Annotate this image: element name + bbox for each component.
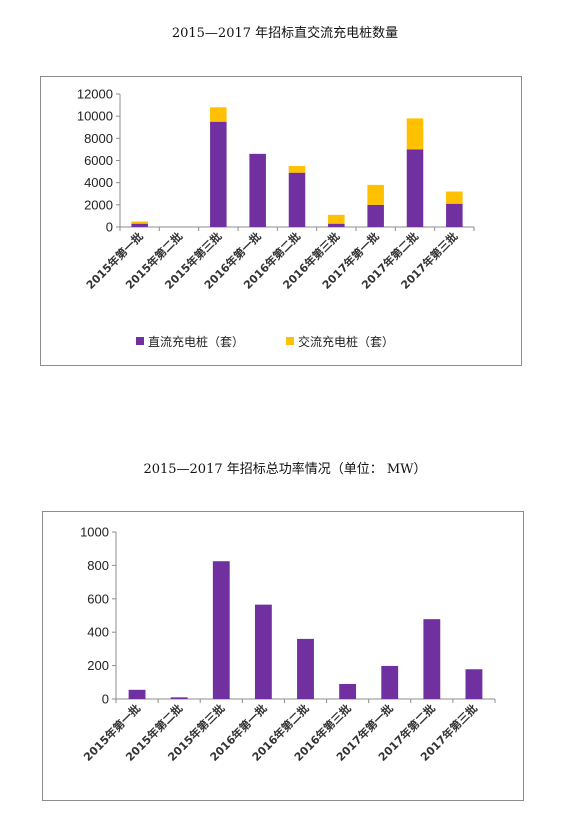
- y-tick-label: 6000: [84, 153, 113, 168]
- bar-primary: [465, 669, 483, 699]
- chart2-svg: 020040060080010002015年第一批2015年第二批2015年第三…: [80, 525, 496, 764]
- chart2-frame: 0 200 400 600 800 1000 2015年第一批 2015年第二批 2015年第三…: [42, 511, 524, 801]
- bar-primary: [423, 619, 441, 699]
- bar-primary: [297, 638, 314, 699]
- chart1-frame: 0 2000 4000 6000 8000 10000 12000 2015年第一批 2015年…: [40, 76, 522, 366]
- bar-primary: [254, 604, 272, 699]
- y-tick-label: 4000: [84, 175, 113, 190]
- chart2-title: 2015—2017 年招标总功率情况（单位： MW）: [143, 462, 427, 477]
- bar-secondary: [367, 184, 384, 205]
- y-tick-label: 600: [87, 591, 109, 606]
- bar-primary: [288, 172, 306, 227]
- y-tick-label: 0: [106, 220, 113, 235]
- y-tick-label: 800: [87, 558, 109, 573]
- bar-secondary: [446, 191, 463, 204]
- bar-primary: [170, 697, 188, 699]
- y-tick-label: 400: [87, 625, 109, 640]
- bar-secondary: [131, 221, 148, 224]
- bar-primary: [249, 153, 266, 227]
- y-tick-label: 8000: [84, 131, 113, 146]
- y-tick-label: 2000: [84, 197, 113, 212]
- bar-secondary: [210, 107, 227, 122]
- chart1-svg: 0200040006000800010000120002015年第一批2015年…: [77, 87, 475, 349]
- bar-primary: [210, 121, 227, 227]
- bar-secondary: [328, 214, 345, 224]
- y-tick-label: 1000: [80, 525, 109, 540]
- y-tick-label: 12000: [77, 87, 113, 102]
- legend-swatch: [286, 337, 294, 345]
- y-tick-label: 0: [102, 692, 109, 707]
- bar-primary: [328, 223, 345, 227]
- bar-primary: [367, 204, 384, 227]
- legend-swatch: [136, 337, 144, 345]
- bar-primary: [406, 149, 424, 227]
- y-tick-label: 10000: [77, 109, 113, 124]
- chart1-title: 2015—2017 年招标直交流充电桩数量: [171, 26, 399, 41]
- bar-secondary: [406, 118, 424, 150]
- bar-primary: [339, 683, 357, 699]
- bar-primary: [128, 689, 146, 699]
- y-tick-label: 200: [87, 658, 109, 673]
- bar-secondary: [288, 166, 306, 173]
- bar-primary: [381, 665, 399, 699]
- bar-primary: [131, 223, 148, 227]
- bar-primary: [212, 561, 230, 699]
- legend-label: 交流充电桩（套）: [298, 334, 394, 349]
- bar-primary: [446, 203, 463, 227]
- legend-label: 直流充电桩（套）: [148, 334, 244, 349]
